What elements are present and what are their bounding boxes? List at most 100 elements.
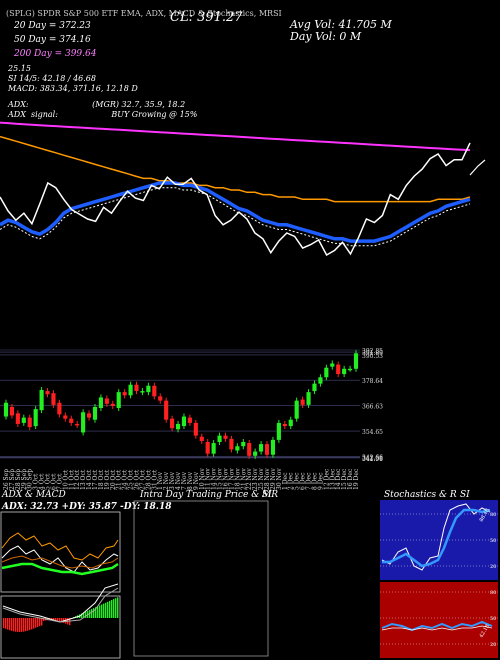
date-label: 25 Nov	[258, 468, 265, 490]
date-label: 8 Dec	[311, 472, 318, 490]
candle-body	[270, 439, 276, 455]
adx-white	[1, 545, 119, 573]
macd-bar	[115, 598, 117, 618]
adx-signal: ADX signal: BUY Growing @ 15%	[8, 110, 198, 119]
ema-50-legend: 50 Day = 374.16	[14, 35, 91, 45]
date-label: 14 Nov	[211, 468, 218, 490]
price-tick: 378.64	[362, 378, 383, 385]
date-label: 18 Oct	[98, 469, 105, 490]
macd-bar	[69, 618, 71, 626]
macd-line-2: SI 14/5: 42.18 / 46.68	[8, 74, 96, 83]
macd-bar	[93, 608, 95, 618]
date-label: 20 Oct	[110, 469, 117, 490]
date-label: 11 Oct	[68, 469, 75, 490]
macd-bar	[109, 600, 111, 618]
stoch-bg	[380, 500, 498, 580]
macd-bar	[37, 618, 39, 627]
macd-bar	[19, 618, 21, 632]
macd-bar	[29, 618, 31, 631]
date-label: 30 Nov	[276, 468, 283, 490]
macd-bar	[97, 606, 99, 618]
date-label: 21 Oct	[116, 469, 123, 490]
candle-body	[81, 412, 86, 433]
macd-bar	[61, 618, 63, 623]
candle-body	[158, 396, 163, 401]
date-label: 9 Dec	[317, 472, 324, 490]
candle-body	[21, 417, 26, 423]
candle-body	[336, 364, 341, 375]
candle-body	[253, 451, 258, 456]
candle-body	[235, 446, 240, 451]
candle-body	[122, 392, 127, 396]
date-label: 4 Nov	[175, 471, 182, 490]
candle-body	[193, 422, 198, 436]
adx-panel-values: ADX: 32.73 +DY: 35.87 -DY: 18.18	[2, 502, 172, 512]
macd-bar	[43, 618, 45, 621]
date-label: 13 Dec	[329, 468, 336, 490]
candle-body	[146, 385, 151, 393]
adx-frame	[0, 511, 121, 593]
date-label: 28 Nov	[264, 468, 271, 490]
macd-bar	[15, 618, 17, 632]
date-label: 4 Oct	[39, 473, 46, 490]
stoch-panel-title: Stochastics & R	[384, 490, 457, 500]
macd-bar	[9, 618, 11, 631]
candle-body	[128, 384, 133, 396]
candle-body	[140, 391, 145, 393]
date-label: 7 Oct	[56, 473, 63, 490]
candle-body	[318, 377, 323, 384]
date-label: 26 Oct	[134, 469, 141, 490]
candle-body	[9, 406, 15, 416]
date-label: 21 Nov	[240, 468, 247, 490]
macd-bar	[81, 613, 83, 618]
macd-bar	[107, 601, 109, 618]
ema-200-legend: 200 Day = 399.64	[14, 49, 97, 59]
macd-line	[2, 583, 119, 623]
candle-body	[134, 384, 139, 392]
date-label: 6 Dec	[300, 472, 307, 490]
macd-bar	[17, 618, 19, 632]
macd-bar	[117, 597, 119, 618]
date-label: 22 Nov	[246, 468, 253, 490]
price-tick: 391.89	[362, 350, 383, 357]
candle-body	[27, 417, 32, 428]
macd-bar	[53, 618, 55, 621]
adx-svg	[0, 511, 121, 659]
macd-bar	[31, 618, 33, 630]
date-label: 27 Oct	[139, 469, 146, 490]
date-label: 15 Nov	[217, 468, 224, 490]
macd-bar	[25, 618, 27, 632]
macd-bar	[41, 618, 43, 626]
macd-bar	[11, 618, 13, 631]
macd-bar	[99, 605, 101, 618]
candle-body	[104, 398, 109, 404]
candle-body	[199, 436, 204, 441]
macd-bar	[65, 618, 67, 624]
date-label: 2 Nov	[163, 471, 170, 490]
macd-bar	[95, 607, 97, 618]
date-label: 17 Nov	[228, 468, 235, 490]
price-tick: 354.65	[362, 429, 383, 436]
date-label: 29 Nov	[270, 468, 277, 490]
price-tick: 366.63	[362, 404, 383, 411]
date-label: 11 Nov	[205, 468, 212, 490]
date-label: 25 Oct	[128, 469, 135, 490]
mrsi-tick: 20	[490, 642, 496, 648]
candle-body	[205, 441, 210, 454]
date-label: 7 Dec	[306, 472, 313, 490]
candle-body	[33, 409, 38, 427]
macd-bar	[91, 609, 93, 618]
candle-body	[330, 363, 335, 367]
candle-body	[300, 399, 305, 405]
candle-body	[276, 422, 281, 440]
candle-body	[110, 403, 115, 406]
macd-bar	[5, 618, 7, 629]
ema-orange-line	[0, 135, 471, 203]
date-label: 28 Sep	[15, 469, 22, 490]
date-label: 5 Oct	[45, 473, 52, 490]
date-label: 1 Dec	[282, 472, 289, 490]
price-tick: 342.31	[362, 455, 383, 462]
candle-body	[15, 413, 20, 424]
day-vol-label: Day Vol: 0 M	[290, 30, 362, 43]
date-label: 8 Nov	[187, 471, 194, 490]
